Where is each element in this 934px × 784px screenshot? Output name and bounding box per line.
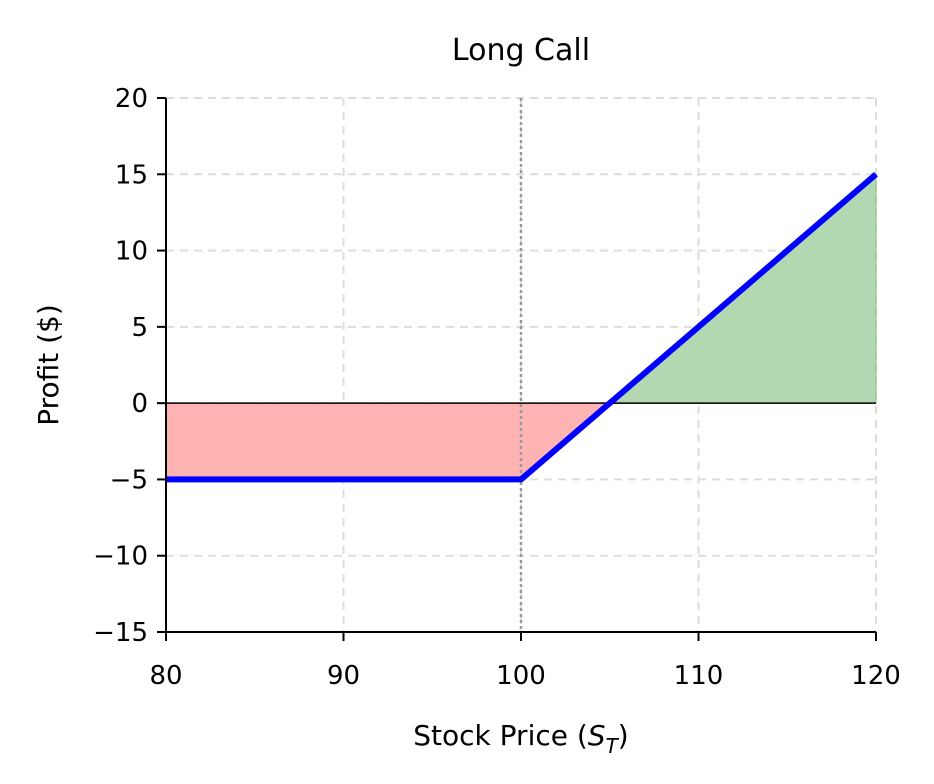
x-axis-title: Stock Price (ST) bbox=[413, 719, 628, 758]
x-tick-label: 110 bbox=[674, 661, 724, 691]
reference-lines bbox=[166, 98, 876, 632]
loss-area bbox=[166, 403, 610, 480]
y-tick-label: 15 bbox=[115, 160, 148, 190]
y-tick-label: 5 bbox=[131, 313, 148, 343]
y-axis-title: Profit ($) bbox=[32, 304, 65, 426]
x-axis-title-close: ) bbox=[618, 719, 629, 752]
y-tick-label: −15 bbox=[93, 618, 148, 648]
payoff-line bbox=[166, 172, 878, 483]
x-axis-title-main: Stock Price ( bbox=[413, 719, 588, 752]
tick-labels: 80 90 100 110 120 −15 −10 −5 0 5 10 15 20 bbox=[93, 84, 901, 691]
x-tick-label: 90 bbox=[327, 661, 360, 691]
y-tick-label: −10 bbox=[93, 542, 148, 572]
chart-title: Long Call bbox=[452, 33, 590, 68]
y-tick-label: 10 bbox=[115, 237, 148, 267]
series bbox=[166, 172, 878, 483]
x-tick-label: 100 bbox=[496, 661, 546, 691]
y-tick-label: −5 bbox=[110, 465, 148, 495]
y-tick-label: 0 bbox=[131, 389, 148, 419]
y-tick-label: 20 bbox=[115, 84, 148, 114]
x-tick-label: 120 bbox=[851, 661, 901, 691]
x-tick-label: 80 bbox=[149, 661, 182, 691]
x-axis-title-variable: S bbox=[588, 719, 606, 752]
x-axis-title-subscript: T bbox=[606, 734, 620, 758]
